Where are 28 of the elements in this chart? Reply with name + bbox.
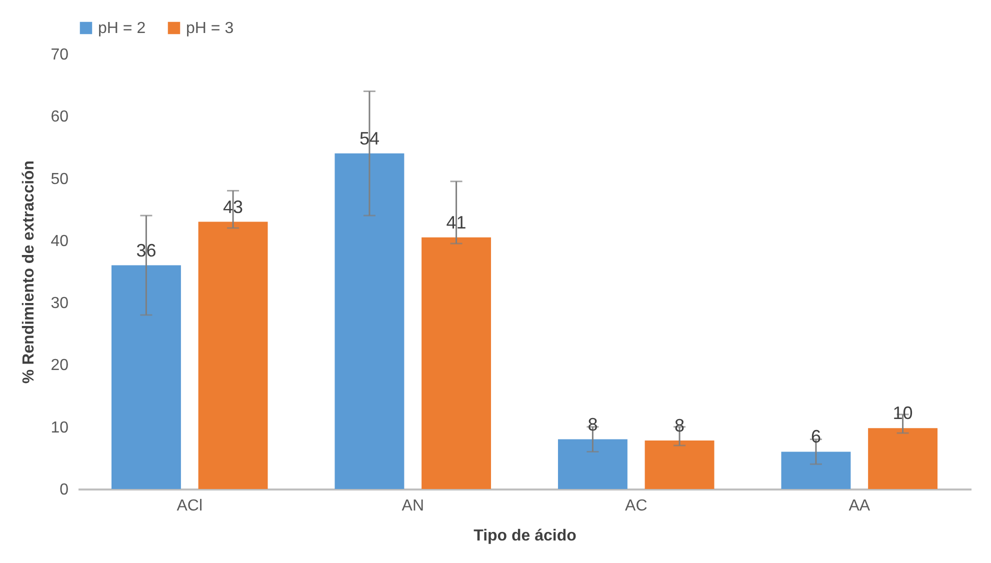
x-tick-label: AC [625,498,648,514]
x-tick-label: AA [848,498,870,514]
y-tick-label: 10 [50,419,69,436]
y-tick-label: 70 [50,46,69,64]
data-label: 8 [674,416,685,436]
bar [868,428,938,489]
data-label: 8 [588,414,598,434]
y-tick-label: 50 [50,170,69,188]
bar [644,440,714,489]
y-tick-label: 60 [50,108,69,126]
y-tick-label: 40 [50,232,69,250]
y-tick-label: 30 [50,295,69,312]
x-tick-label: ACl [176,498,203,514]
x-tick-label: AN [402,498,424,514]
legend-label: pH = 3 [186,20,234,37]
y-tick-label: 20 [50,357,69,374]
bar [111,265,181,489]
data-label: 6 [810,426,821,447]
y-axis-title: % Rendimiento de extracción [20,160,38,384]
legend-label: pH = 2 [98,20,146,37]
bar [558,439,628,489]
data-label: 10 [892,403,913,424]
bar [334,153,404,489]
bar [781,452,851,489]
bar [422,237,492,489]
bar [198,222,268,489]
y-tick-label: 0 [60,482,69,498]
x-axis-title: Tipo de ácido [474,528,577,544]
